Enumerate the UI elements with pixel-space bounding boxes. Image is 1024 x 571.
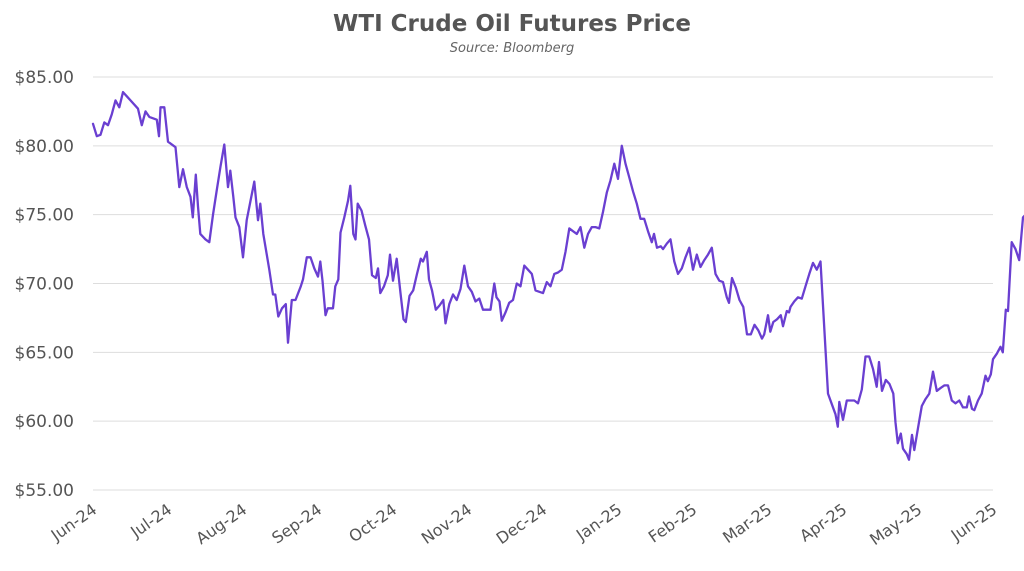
- price-series-line: [91, 90, 1024, 461]
- y-tick-label: $55.00: [15, 481, 74, 501]
- x-tick-label: Nov-24: [418, 500, 476, 548]
- y-tick-label: $75.00: [15, 206, 74, 226]
- x-tick-label: Jul-24: [126, 500, 175, 542]
- y-tick-label: $70.00: [15, 275, 74, 295]
- x-tick-label: Dec-24: [493, 500, 551, 548]
- x-tick-label: Aug-24: [192, 500, 250, 548]
- gridlines: [93, 76, 993, 491]
- series-layer: [91, 90, 1024, 461]
- x-axis-tick-labels: Jun-24 Jul-24 Aug-24 Sep-24 Oct-24 Nov-24 Dec-…: [47, 500, 1001, 549]
- chart-title: WTI Crude Oil Futures Price: [333, 11, 691, 37]
- y-axis-tick-labels: $55.00 $60.00 $65.00 $70.00 $75.00 $80.00 $85.…: [15, 68, 74, 501]
- x-tick-label: Jan-25: [572, 500, 625, 545]
- y-tick-label: $85.00: [15, 68, 74, 88]
- chart-subtitle: Source: Bloomberg: [450, 41, 574, 56]
- x-tick-label: Oct-24: [345, 500, 400, 546]
- x-tick-label: May-25: [866, 500, 925, 549]
- x-tick-label: Jun-24: [47, 500, 101, 545]
- x-tick-label: Mar-25: [719, 500, 775, 547]
- x-tick-label: Feb-25: [645, 500, 701, 547]
- x-tick-label: Sep-24: [268, 500, 325, 548]
- x-tick-label: Apr-25: [796, 500, 850, 546]
- y-tick-label: $80.00: [15, 137, 74, 157]
- x-tick-label: Jun-25: [947, 500, 1001, 545]
- y-tick-label: $65.00: [15, 343, 74, 363]
- y-tick-label: $60.00: [15, 412, 74, 432]
